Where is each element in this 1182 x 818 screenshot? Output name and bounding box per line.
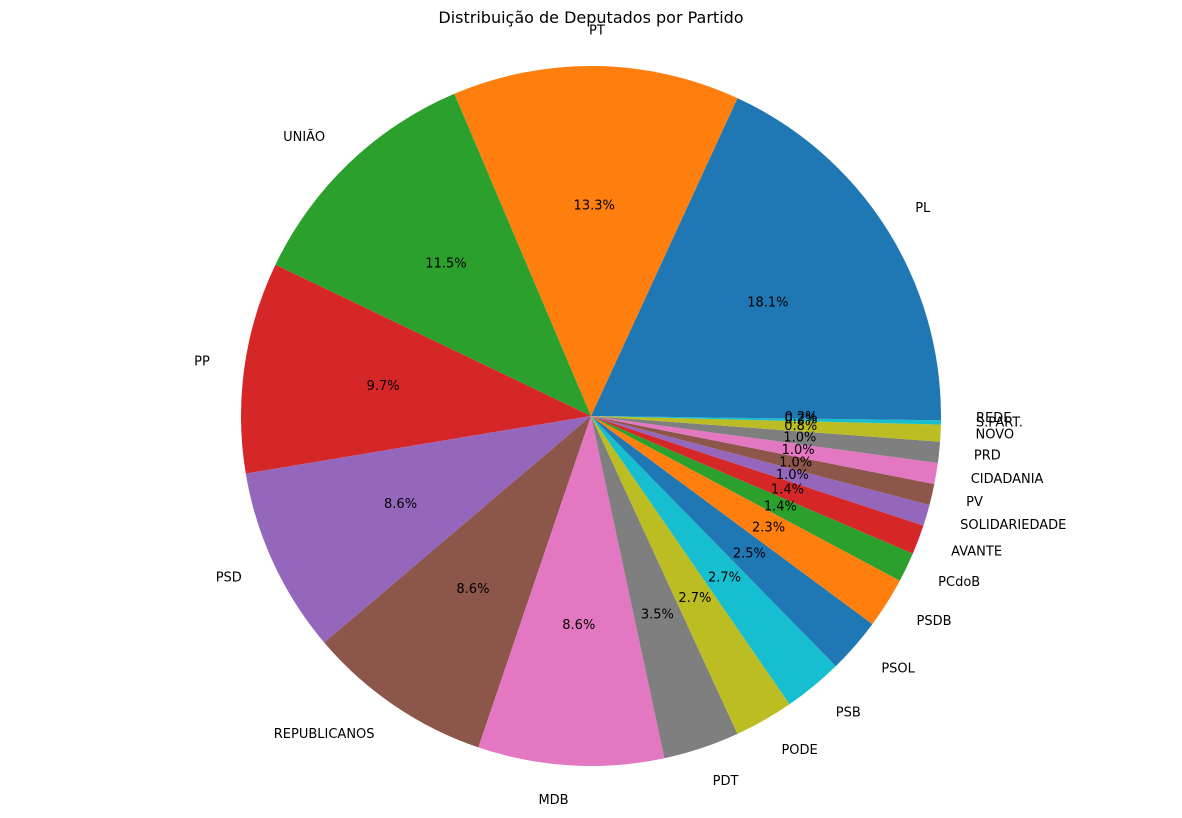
pie-slice-psd bbox=[245, 416, 591, 643]
chart-title: Distribuição de Deputados por Partido bbox=[438, 8, 744, 27]
percent-label-pt: 13.3% bbox=[574, 199, 615, 214]
pie-slice-solidariedade bbox=[591, 416, 930, 526]
percent-label-rede: 0.2% bbox=[784, 410, 817, 425]
slice-label-psb: PSB bbox=[836, 706, 861, 721]
slice-label-pt: PT bbox=[589, 24, 605, 39]
slice-label-s-part: S.PART. bbox=[976, 416, 1023, 431]
percent-label-pdt: 3.5% bbox=[641, 608, 674, 623]
percent-label-psb: 2.7% bbox=[708, 571, 741, 586]
slice-label-avante: AVANTE bbox=[951, 545, 1002, 560]
percent-label-pl: 18.1% bbox=[747, 295, 788, 310]
pie-slice-republicanos bbox=[324, 416, 591, 748]
percent-label-pode: 2.7% bbox=[678, 591, 711, 606]
pie-slice-uniao bbox=[275, 93, 591, 417]
percent-label-psd: 8.6% bbox=[384, 497, 417, 512]
slice-label-psol: PSOL bbox=[881, 661, 915, 676]
pie-slice-psb bbox=[591, 416, 836, 705]
pie-slices bbox=[241, 66, 941, 766]
percent-label-cidadania: 1.0% bbox=[782, 443, 815, 458]
percent-label-pv: 1.0% bbox=[779, 456, 812, 471]
pie-slice-psdb bbox=[591, 416, 900, 625]
pie-slice-pl bbox=[591, 98, 941, 417]
percent-label-pcdob: 1.4% bbox=[764, 499, 797, 514]
pie-outer-labels: PL PT UNIÃO PP PSD REPUBLICANOS MDB PDT PODE PSB P… bbox=[194, 24, 1066, 808]
slice-label-novo: NOVO bbox=[976, 427, 1015, 442]
percent-label-s-part: 0.2% bbox=[784, 412, 817, 427]
percent-label-solidariedade: 1.0% bbox=[776, 468, 809, 483]
percent-label-psol: 2.5% bbox=[733, 546, 766, 561]
percent-label-mdb: 8.6% bbox=[562, 618, 595, 633]
pie-slice-mdb bbox=[478, 416, 665, 766]
percent-label-uniao: 11.5% bbox=[425, 257, 466, 272]
percent-label-novo: 0.8% bbox=[784, 419, 817, 434]
pie-slice-pode bbox=[591, 416, 790, 734]
pie-slice-avante bbox=[591, 416, 924, 554]
pie-percent-labels: 18.1% 13.3% 11.5% 9.7% 8.6% 8.6% 8.6% 3.5% 2.7% 2… bbox=[367, 199, 818, 634]
percent-label-pp: 9.7% bbox=[367, 379, 400, 394]
pie-slice-pcdob bbox=[591, 416, 913, 581]
slice-label-pode: PODE bbox=[781, 743, 817, 758]
percent-label-prd: 1.0% bbox=[783, 430, 816, 445]
slice-label-uniao: UNIÃO bbox=[283, 129, 325, 145]
pie-slice-s-part bbox=[591, 416, 941, 425]
pie-slice-pv bbox=[591, 416, 935, 506]
pie-slice-cidadania bbox=[591, 416, 938, 485]
pie-slice-pdt bbox=[591, 416, 738, 759]
slice-label-solidariedade: SOLIDARIEDADE bbox=[960, 518, 1066, 533]
slice-label-pv: PV bbox=[966, 495, 983, 510]
pie-slice-rede bbox=[591, 416, 941, 421]
slice-label-prd: PRD bbox=[974, 449, 1001, 464]
slice-label-rede: REDE bbox=[976, 411, 1011, 426]
pie-slice-pt bbox=[454, 66, 738, 417]
slice-label-republicanos: REPUBLICANOS bbox=[274, 727, 375, 742]
slice-label-pl: PL bbox=[915, 201, 931, 216]
slice-label-cidadania: CIDADANIA bbox=[971, 472, 1044, 487]
slice-label-pcdob: PCdoB bbox=[938, 575, 980, 590]
pie-slice-prd bbox=[591, 416, 941, 464]
pie-slice-novo bbox=[591, 416, 941, 442]
percent-label-psdb: 2.3% bbox=[752, 521, 785, 536]
slice-label-psdb: PSDB bbox=[916, 614, 951, 629]
slice-label-pp: PP bbox=[194, 354, 210, 369]
slice-label-psd: PSD bbox=[216, 571, 242, 586]
pie-slice-pp bbox=[241, 264, 591, 474]
slice-label-mdb: MDB bbox=[538, 793, 568, 808]
percent-label-republicanos: 8.6% bbox=[456, 582, 489, 597]
pie-slice-psol bbox=[591, 416, 873, 667]
percent-label-avante: 1.4% bbox=[771, 483, 804, 498]
slice-label-pdt: PDT bbox=[713, 774, 739, 789]
